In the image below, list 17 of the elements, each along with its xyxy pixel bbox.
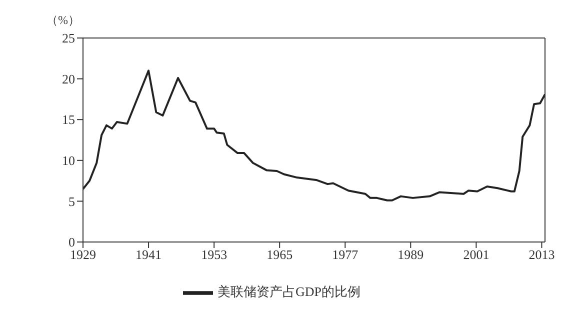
- y-tick-label: 0: [68, 234, 75, 250]
- x-tick-label: 1941: [136, 247, 162, 262]
- line-series: [83, 70, 545, 202]
- y-tick-label: 10: [62, 153, 75, 168]
- y-tick-label: 25: [62, 30, 75, 46]
- x-tick-label: 1953: [201, 247, 228, 262]
- x-tick-label: 1965: [266, 247, 293, 262]
- x-tick-label: 2001: [463, 247, 490, 262]
- y-tick-label: 20: [62, 71, 75, 86]
- y-tick-label: 15: [62, 112, 75, 128]
- y-axis-title: （%）: [46, 12, 80, 29]
- x-tick-label: 1989: [398, 247, 424, 262]
- y-tick-label: 5: [68, 194, 75, 209]
- x-tick-label: 1977: [332, 247, 359, 262]
- legend-label: 美联储资产占GDP的比例: [217, 284, 360, 299]
- x-tick-label: 2013: [528, 247, 555, 262]
- x-tick-label: 1929: [70, 247, 96, 262]
